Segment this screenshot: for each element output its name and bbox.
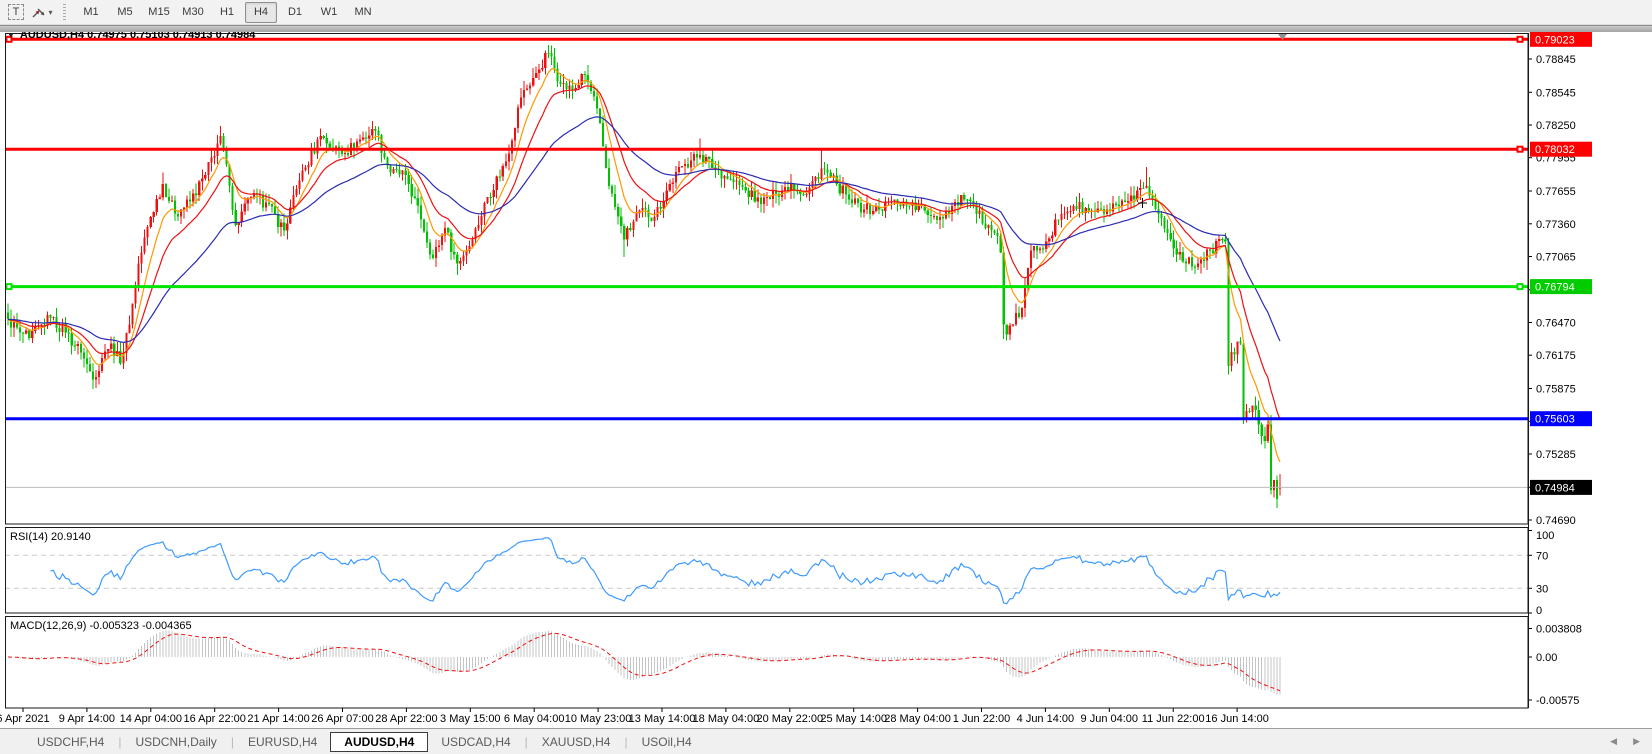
macd-signal-line [7,632,1281,692]
tab-separator: | [524,734,528,749]
hline-handle-center [7,37,11,41]
svg-text:0.75285: 0.75285 [1536,449,1576,461]
svg-text:0.78545: 0.78545 [1536,87,1576,99]
toolbar: T ▾ M1 M5 M15 M30 H1 H4 D1 W1 MN [0,0,1652,25]
tab-scroll-left-icon[interactable]: ◀ [1610,736,1618,746]
svg-text:6 Apr 2021: 6 Apr 2021 [0,713,50,725]
tab-separator: | [118,734,122,749]
svg-text:10 May 23:00: 10 May 23:00 [565,713,632,725]
tab-separator: | [624,734,628,749]
text-tool-icon: T [7,4,25,20]
rsi-line [50,537,1281,605]
tf-button-MN[interactable]: MN [354,6,372,18]
tf-button-M1[interactable]: M1 [83,6,99,18]
svg-text:0.003808: 0.003808 [1536,624,1582,636]
hline-handle-center [1518,285,1522,289]
time-axis[interactable]: 6 Apr 2021 9 Apr 14:00 14 Apr 04:00 16 Apr … [0,708,1269,725]
hline-0.79023[interactable] [5,35,1528,43]
svg-text:28 Apr 22:00: 28 Apr 22:00 [375,713,437,725]
tab-XAUUSD-H4[interactable]: XAUUSD,H4 [541,734,611,749]
symbol-dropdown-icon[interactable]: ▼ [7,30,15,40]
tab-separator: | [230,734,234,749]
tf-button-M5[interactable]: M5 [117,6,133,18]
chart-tabs-bar: USDCHF,H4 | USDCNH,Daily | EURUSD,H4 AUDUSD,H… [0,728,1652,754]
tf-button-M15[interactable]: M15 [148,6,170,18]
chart-shift-marker-icon[interactable] [1278,34,1287,40]
svg-text:25 May 14:00: 25 May 14:00 [820,713,887,725]
price-axis[interactable]: 0.788450.785450.782500.779550.776550.773… [1528,31,1592,708]
svg-text:70: 70 [1536,550,1548,562]
toolbar-grip [63,4,66,20]
svg-text:100: 100 [1536,530,1554,542]
svg-text:0.78250: 0.78250 [1536,120,1576,132]
dropdown-caret-icon: ▾ [48,7,53,17]
svg-text:1 Jun 22:00: 1 Jun 22:00 [953,713,1011,725]
tf-button-M30[interactable]: M30 [182,6,204,18]
svg-text:30: 30 [1536,583,1548,595]
svg-text:0.78845: 0.78845 [1536,54,1576,66]
svg-text:0.76470: 0.76470 [1536,318,1576,330]
svg-text:0.75875: 0.75875 [1536,384,1576,396]
hline-handle-center [1518,37,1522,41]
chart-title-text: AUDUSD,H4 0.74975 0.75103 0.74913 0.7498… [19,29,256,41]
tab-EURUSD-H4[interactable]: EURUSD,H4 [247,734,318,749]
hline-handle-center [1518,147,1522,151]
tab-USOil-H4[interactable]: USOil,H4 [641,734,692,749]
hline-0.76794[interactable] [5,283,1528,291]
svg-text:0.77065: 0.77065 [1536,252,1576,264]
svg-text:28 May 04:00: 28 May 04:00 [884,713,951,725]
macd-label: MACD(12,26,9) -0.005323 -0.004365 [10,620,192,632]
svg-text:0.76794: 0.76794 [1535,282,1575,294]
main-price-pane[interactable] [5,33,1529,525]
svg-text:16 Apr 22:00: 16 Apr 22:00 [184,713,246,725]
hline-handle-center [7,285,11,289]
svg-text:18 May 04:00: 18 May 04:00 [693,713,760,725]
arrow-objects-tool-button[interactable]: ▾ [30,1,54,23]
arrows-tool-icon [32,8,45,17]
svg-text:9 Apr 14:00: 9 Apr 14:00 [59,713,115,725]
svg-text:0.79023: 0.79023 [1535,34,1575,46]
svg-text:11 Jun 22:00: 11 Jun 22:00 [1142,713,1205,725]
svg-text:4 Jun 14:00: 4 Jun 14:00 [1017,713,1075,725]
svg-text:13 May 14:00: 13 May 14:00 [629,713,696,725]
chart-ohlc-title: ▼ AUDUSD,H4 0.74975 0.75103 0.74913 0.74… [7,29,255,41]
svg-text:21 Apr 14:00: 21 Apr 14:00 [247,713,309,725]
svg-text:0.77655: 0.77655 [1536,186,1576,198]
hline-0.78032[interactable] [5,145,1528,153]
tab-AUDUSD-H4[interactable]: AUDUSD,H4 [330,731,429,752]
svg-text:26 Apr 07:00: 26 Apr 07:00 [311,713,373,725]
tf-button-H1[interactable]: H1 [219,6,235,18]
svg-text:0.75603: 0.75603 [1535,414,1575,426]
svg-text:3 May 15:00: 3 May 15:00 [440,713,501,725]
svg-text:0.76175: 0.76175 [1536,350,1576,362]
svg-text:16 Jun 14:00: 16 Jun 14:00 [1205,713,1269,725]
ma-slow-line [7,116,1281,344]
object-marker-cross[interactable] [1138,198,1147,208]
tab-scroll-right-icon[interactable]: ▶ [1633,736,1640,746]
svg-text:0.77360: 0.77360 [1536,219,1576,231]
chart-background [0,32,1652,728]
tab-USDCNH-Daily[interactable]: USDCNH,Daily [135,734,217,749]
svg-text:-0.00575: -0.00575 [1536,695,1579,707]
svg-text:6 May 04:00: 6 May 04:00 [504,713,565,725]
svg-text:0.00: 0.00 [1536,652,1557,664]
rsi-label: RSI(14) 20.9140 [10,531,91,543]
tf-button-H4[interactable]: H4 [245,1,277,23]
tab-USDCAD-H4[interactable]: USDCAD,H4 [441,734,511,749]
ma-fast-line [7,68,1281,463]
svg-text:14 Apr 04:00: 14 Apr 04:00 [120,713,182,725]
tf-button-W1[interactable]: W1 [320,6,338,18]
svg-text:9 Jun 04:00: 9 Jun 04:00 [1081,713,1139,725]
tab-USDCHF-H4[interactable]: USDCHF,H4 [37,734,105,749]
svg-text:0.74690: 0.74690 [1536,515,1576,527]
svg-text:0.78032: 0.78032 [1535,144,1575,156]
tf-button-D1[interactable]: D1 [287,6,303,18]
chart-window-top-edge [0,25,1652,32]
svg-text:20 May 22:00: 20 May 22:00 [756,713,823,725]
text-label-tool-button[interactable]: T [4,1,28,23]
svg-text:0.74984: 0.74984 [1535,482,1575,494]
svg-text:0: 0 [1536,605,1542,617]
